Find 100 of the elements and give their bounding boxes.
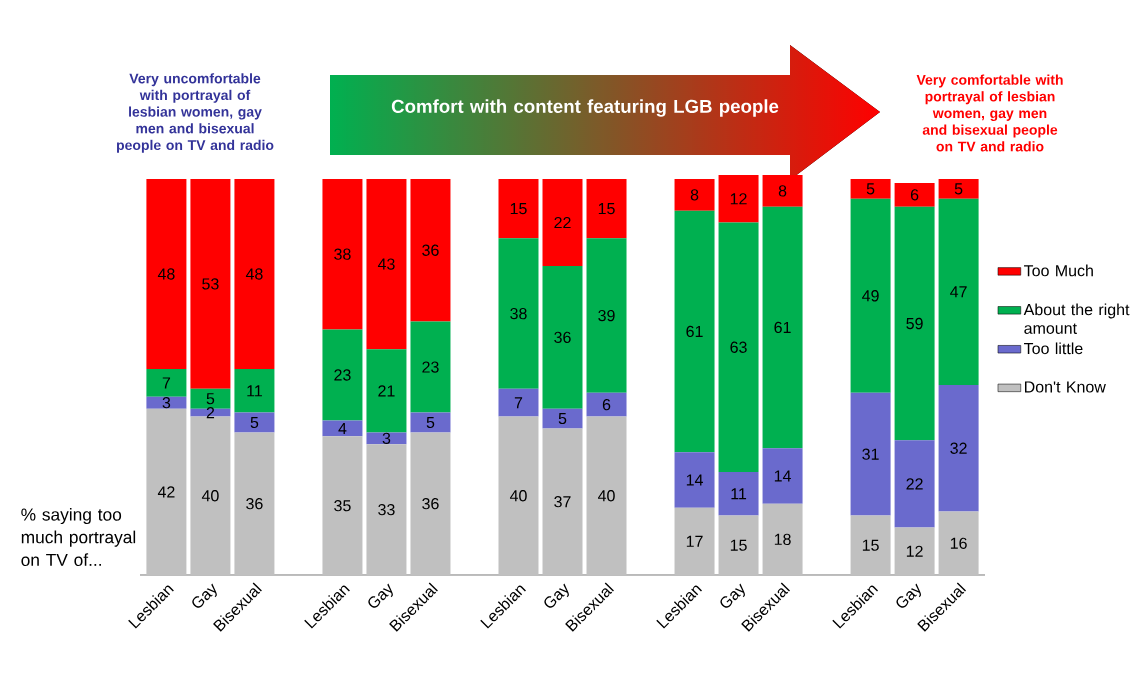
bar [938,511,979,575]
data-label: 33 [378,503,395,516]
data-label: 15 [510,203,527,215]
data-label: 49 [862,290,879,302]
data-label: 3 [162,397,171,409]
data-label: 47 [950,286,967,298]
bar [498,238,539,389]
bar [850,178,891,199]
data-label: 59 [906,317,923,330]
bar [718,222,759,473]
bar [410,178,451,322]
data-label: 6 [602,399,611,411]
data-label: 5 [558,412,567,425]
bar [718,472,759,516]
bar [234,369,275,413]
bar [894,206,935,441]
data-label: 12 [730,193,747,205]
bar [190,178,231,389]
data-label: 7 [514,397,523,409]
bar [674,210,715,453]
data-label: 32 [950,442,967,454]
bar [850,198,891,393]
data-label: 18 [774,533,791,545]
bar [366,432,407,445]
data-label: 23 [422,361,439,373]
data-label: 7 [162,377,171,389]
bar [938,198,979,385]
bar [894,182,935,207]
bar [762,448,803,504]
bar [322,420,363,437]
data-label: 48 [245,268,263,280]
data-label: 63 [730,341,747,353]
bar [938,178,979,199]
data-label: 14 [686,474,703,486]
text: Very comfortable with portrayal of lesbian women, gay men and bisexual people on TV and radio [916,74,1063,152]
data-label: 38 [510,307,527,320]
bar [894,527,935,575]
bar [234,178,275,370]
bar [586,238,627,393]
data-label: 5 [954,183,963,195]
data-label: 16 [950,537,967,549]
bar [542,428,583,575]
bar [410,412,451,433]
bar [938,384,979,512]
data-label: 61 [774,321,791,334]
text: % saying too much portrayal on TV of... [21,507,136,567]
data-label: 15 [730,539,747,551]
bar [146,408,187,575]
legend-label: Don't Know [1024,381,1106,393]
bar [234,432,275,575]
bar [146,369,187,397]
data-label: 36 [422,244,439,256]
bar [410,432,451,575]
data-label: 36 [246,498,263,510]
data-label: 2 [206,407,215,419]
data-label: 22 [906,478,923,490]
bar [894,440,935,528]
data-label: 8 [690,189,699,201]
data-label: 40 [597,490,615,502]
data-label: 35 [334,500,351,512]
bar [586,416,627,575]
data-label: 42 [157,486,175,498]
legend-label: About the right amount [1023,303,1130,334]
bar [498,388,539,417]
bar [322,178,363,330]
data-label: 38 [334,248,351,260]
data-label: 5 [866,183,875,195]
data-label: 15 [862,539,879,551]
bar [586,392,627,417]
bar [762,174,803,207]
data-label: 8 [778,185,787,197]
bar [146,396,187,409]
data-label: 61 [686,325,703,338]
text: Very uncomfortable with portrayal of lesbian women, gay men and bisexual people on TV and radio [116,73,274,153]
data-label: 23 [334,369,351,381]
data-label: 12 [906,545,923,557]
bar [674,452,715,508]
bar [234,412,275,433]
data-label: 48 [157,268,175,280]
bar [674,178,715,211]
data-label: 37 [554,496,571,508]
data-label: 17 [686,535,703,547]
bar [674,507,715,575]
bar [190,408,231,417]
bar [850,392,891,516]
data-label: 15 [598,203,615,215]
bar [762,503,803,575]
bar [498,178,539,239]
bar [542,408,583,429]
data-label: 21 [378,385,395,397]
data-label: 40 [201,490,219,502]
data-label: 36 [422,498,439,510]
data-label: 40 [509,490,527,502]
data-label: 22 [554,216,571,229]
bar [146,178,187,370]
bar [190,388,231,409]
data-label: 5 [250,416,259,429]
bar [542,266,583,409]
bar [850,515,891,575]
data-label: 5 [426,416,435,429]
